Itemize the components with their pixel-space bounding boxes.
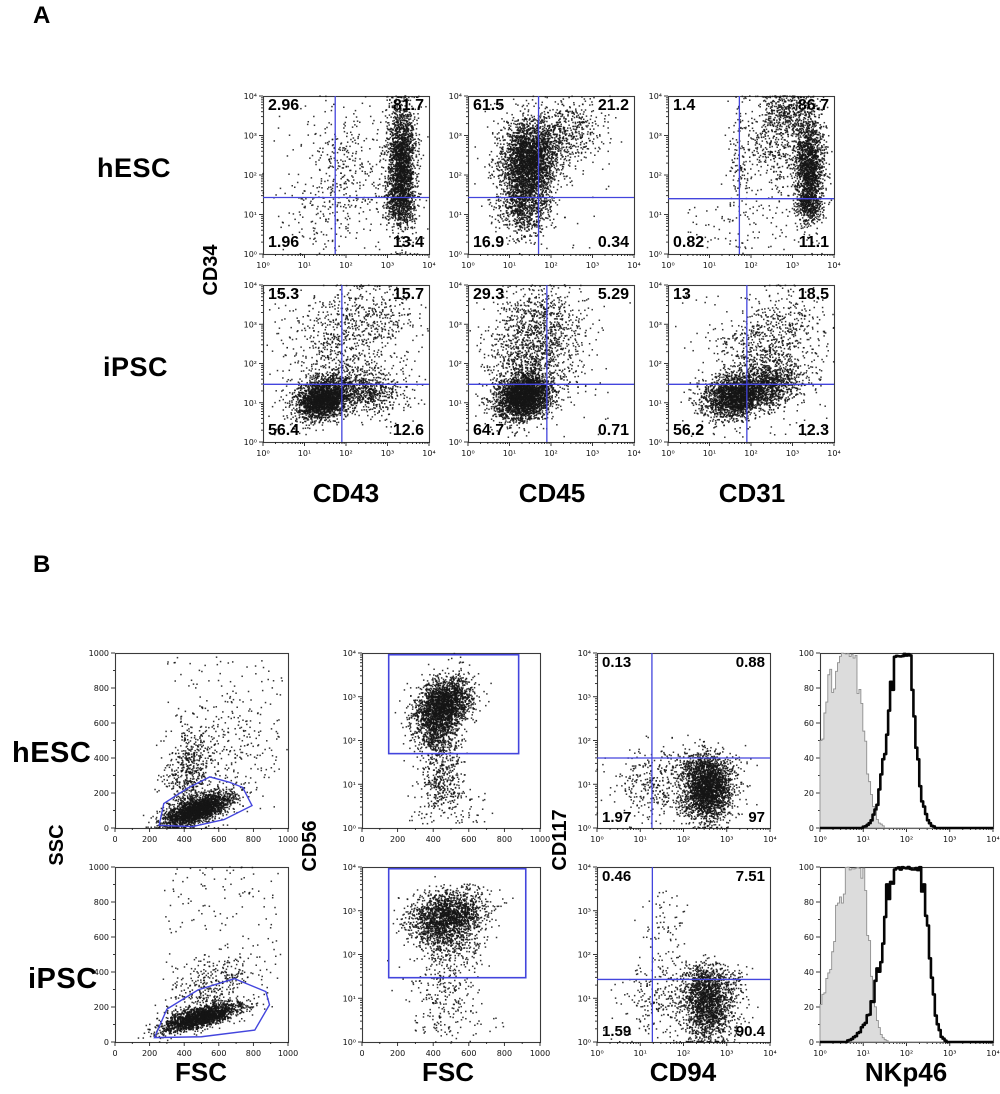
plot-a-ipsc-cd45-vs-cd34: 29.3 5.29 64.7 0.71: [432, 275, 648, 468]
plot-canvas-b4: [784, 643, 1000, 854]
x-axis-title-cd31: CD31: [718, 478, 786, 508]
plot-canvas-a4: [227, 275, 443, 468]
quadrant-value-bottom-left: 56.2: [673, 422, 705, 439]
panel-a-row-label-hesc: hESC: [97, 153, 172, 183]
quadrant-value-bottom-left: 1.96: [268, 234, 300, 251]
plot-canvas-a1: [227, 86, 443, 280]
plot-a-ipsc-cd43-vs-cd34: 15.3 15.7 56.4 12.6: [227, 275, 443, 468]
plot-b-hesc-fsc-vs-ssc: [79, 643, 302, 854]
panel-b-label: B: [33, 551, 51, 578]
quadrant-value-top-left: 1.4: [673, 97, 696, 114]
quadrant-value-top-left: 0.46: [602, 868, 632, 885]
quadrant-value-bottom-right: 13.4: [392, 234, 424, 251]
plot-a-hesc-cd31-vs-cd34: 1.4 86.7 0.82 11.1: [632, 86, 848, 280]
plot-canvas-b3: [561, 643, 784, 854]
quadrant-value-top-left: 61.5: [473, 97, 505, 114]
plot-b-hesc-cd94-vs-cd117: 0.13 0.88 1.97 97: [561, 643, 784, 854]
quadrant-value-top-left: 2.96: [268, 97, 300, 114]
plot-canvas-b8: [784, 857, 1000, 1068]
quadrant-value-top-right: 5.29: [597, 286, 629, 303]
quadrant-value-top-left: 15.3: [268, 286, 300, 303]
quadrant-value-top-right: 81.7: [392, 97, 424, 114]
quadrant-value-bottom-left: 1.59: [602, 1023, 632, 1040]
panel-b-row-label-hesc: hESC: [12, 737, 92, 769]
plot-canvas-a5: [432, 275, 648, 468]
plot-b-hesc-nkp46-histogram: [784, 643, 1000, 854]
plot-a-hesc-cd45-vs-cd34: 61.5 21.2 16.9 0.34: [432, 86, 648, 280]
x-axis-title-cd43: CD43: [312, 478, 380, 508]
quadrant-value-bottom-right: 90.4: [735, 1023, 765, 1040]
plot-b-ipsc-fsc-vs-cd56: [326, 857, 554, 1068]
quadrant-value-top-left: 13: [673, 286, 691, 303]
quadrant-value-top-right: 18.5: [797, 286, 829, 303]
quadrant-value-bottom-right: 11.1: [798, 234, 829, 251]
quadrant-value-bottom-left: 56.4: [268, 422, 300, 439]
quadrant-value-top-right: 0.88: [735, 654, 765, 671]
quadrant-value-bottom-left: 64.7: [473, 422, 505, 439]
quadrant-value-top-left: 0.13: [602, 654, 632, 671]
plot-canvas-b5: [79, 857, 302, 1068]
quadrant-value-top-right: 21.2: [597, 97, 629, 114]
plot-a-ipsc-cd31-vs-cd34: 13 18.5 56.2 12.3: [632, 275, 848, 468]
plot-a-hesc-cd43-vs-cd34: 2.96 81.7 1.96 13.4: [227, 86, 443, 280]
quadrant-value-top-right: 86.7: [797, 97, 829, 114]
plot-canvas-a6: [632, 275, 848, 468]
quadrant-value-bottom-right: 0.71: [597, 422, 629, 439]
plot-b-ipsc-fsc-vs-ssc: [79, 857, 302, 1068]
panel-a-label: A: [33, 2, 51, 29]
plot-b-hesc-fsc-vs-cd56: [326, 643, 554, 854]
quadrant-value-bottom-right: 12.6: [392, 422, 424, 439]
quadrant-value-bottom-right: 0.34: [597, 234, 629, 251]
quadrant-value-bottom-left: 1.97: [602, 809, 632, 826]
quadrant-value-bottom-right: 97: [748, 809, 765, 826]
quadrant-value-top-right: 15.7: [392, 286, 424, 303]
quadrant-value-bottom-left: 16.9: [473, 234, 505, 251]
quadrant-value-top-right: 7.51: [735, 868, 765, 885]
y-axis-title-cd34: CD34: [200, 244, 222, 296]
plot-canvas-a2: [432, 86, 648, 280]
plot-b-ipsc-cd94-vs-cd117: 0.46 7.51 1.59 90.4: [561, 857, 784, 1068]
plot-canvas-b2: [326, 643, 554, 854]
quadrant-value-bottom-right: 12.3: [797, 422, 829, 439]
quadrant-value-top-left: 29.3: [473, 286, 505, 303]
y-axis-title-ssc: SSC: [46, 824, 68, 866]
plot-b-ipsc-nkp46-histogram: [784, 857, 1000, 1068]
plot-canvas-b7: [561, 857, 784, 1068]
x-axis-title-cd45: CD45: [518, 478, 586, 508]
quadrant-value-bottom-left: 0.82: [673, 234, 705, 251]
plot-canvas-b1: [79, 643, 302, 854]
panel-a-row-label-ipsc: iPSC: [103, 352, 169, 382]
plot-canvas-a3: [632, 86, 848, 280]
plot-canvas-b6: [326, 857, 554, 1068]
